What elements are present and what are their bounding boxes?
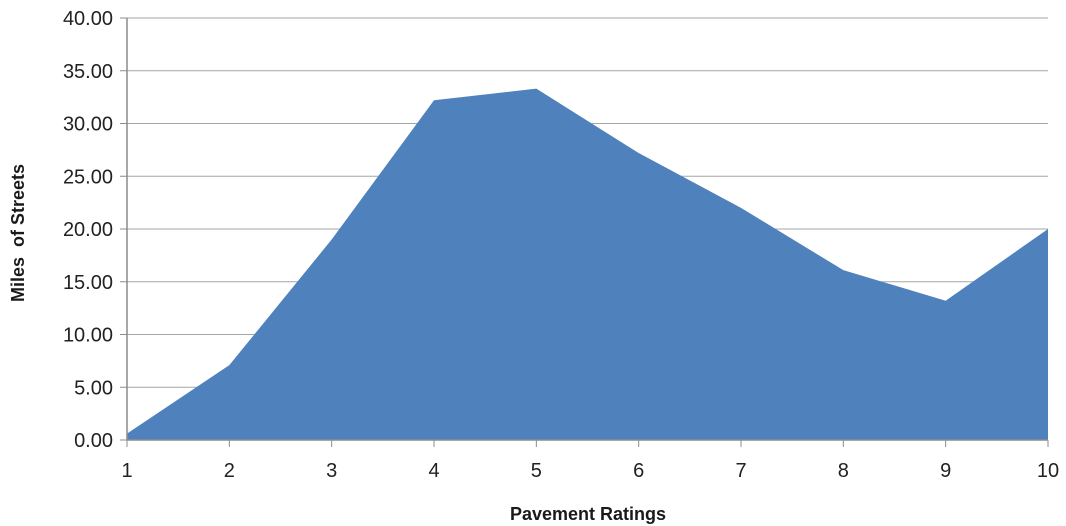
y-axis-title: Miles of Streets	[8, 164, 28, 302]
x-tick-label: 2	[224, 460, 235, 482]
x-tick-label: 10	[1037, 460, 1059, 482]
x-tick-label: 1	[121, 460, 132, 482]
y-tick-label: 30.00	[63, 114, 113, 136]
x-tick-label: 3	[326, 460, 337, 482]
x-tick-label: 8	[838, 460, 849, 482]
y-axis-ticks: 0.00 5.00 10.00 15.00 20.00 25.00 30.00 35.00 40…	[63, 8, 127, 452]
x-tick-label: 9	[940, 460, 951, 482]
x-tick-label: 4	[428, 460, 439, 482]
y-tick-label: 15.00	[63, 272, 113, 294]
x-axis-ticks: 1 2 3 4 5 6 7 8 9 10	[121, 440, 1059, 482]
y-tick-label: 10.00	[63, 325, 113, 347]
y-tick-label: 40.00	[63, 8, 113, 30]
y-tick-label: 0.00	[74, 430, 113, 452]
y-tick-label: 5.00	[74, 377, 113, 399]
y-tick-label: 20.00	[63, 219, 113, 241]
x-tick-label: 5	[531, 460, 542, 482]
area-series	[127, 88, 1048, 440]
x-tick-label: 6	[633, 460, 644, 482]
y-tick-label: 25.00	[63, 166, 113, 188]
x-axis-title: Pavement Ratings	[510, 504, 666, 524]
x-tick-label: 7	[735, 460, 746, 482]
y-tick-label: 35.00	[63, 61, 113, 83]
